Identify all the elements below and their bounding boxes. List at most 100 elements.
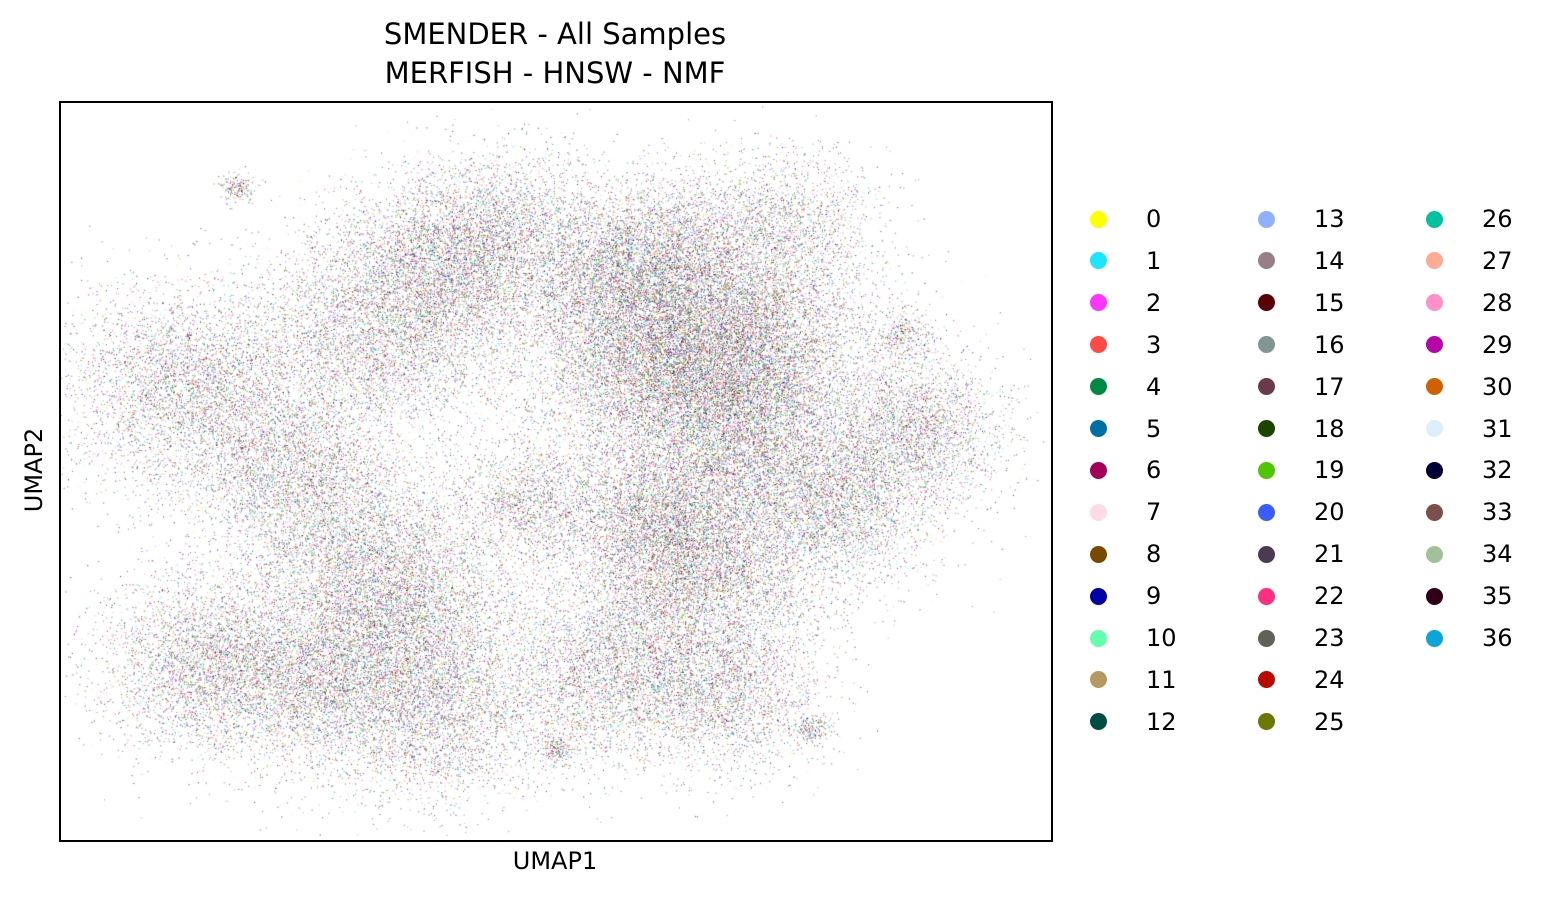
legend-label: 10 [1146, 624, 1177, 652]
legend-marker [1090, 336, 1107, 354]
legend-marker [1426, 210, 1443, 228]
legend-marker [1258, 671, 1275, 689]
legend-marker [1426, 420, 1443, 437]
legend-label: 12 [1146, 707, 1177, 736]
legend-item-33: 33 [1426, 491, 1513, 533]
legend-marker [1426, 294, 1443, 312]
legend-label: 19 [1314, 456, 1345, 485]
legend-marker [1258, 713, 1275, 731]
legend-marker [1426, 252, 1443, 270]
legend-marker [1090, 420, 1107, 437]
legend-marker [1258, 294, 1275, 312]
legend-label: 31 [1482, 414, 1513, 443]
legend-marker [1090, 461, 1107, 479]
legend-label: 35 [1482, 582, 1513, 611]
legend-label: 0 [1146, 205, 1162, 233]
legend-label: 36 [1482, 624, 1513, 652]
legend-label: 29 [1482, 330, 1513, 359]
legend-item-31: 31 [1426, 408, 1513, 450]
legend-label: 1 [1146, 246, 1162, 275]
legend-label: 11 [1146, 665, 1177, 694]
legend-marker [1426, 378, 1443, 396]
legend-label: 34 [1482, 540, 1513, 569]
legend-item-29: 29 [1426, 324, 1513, 366]
legend-marker [1090, 252, 1107, 270]
legend-label: 5 [1146, 414, 1162, 443]
legend-marker [1090, 587, 1107, 605]
legend-item-21: 21 [1258, 533, 1345, 575]
legend-label: 4 [1146, 372, 1162, 401]
chart-title: SMENDER - All Samples [383, 17, 727, 51]
legend-label: 21 [1314, 540, 1345, 569]
legend-item-6: 6 [1090, 449, 1161, 491]
legend-item-19: 19 [1258, 449, 1345, 491]
legend-label: 9 [1146, 582, 1162, 611]
legend-marker [1258, 336, 1275, 354]
plot-area [59, 101, 1053, 842]
legend-label: 23 [1314, 624, 1345, 652]
legend-item-4: 4 [1090, 366, 1161, 408]
legend-marker [1426, 336, 1443, 354]
legend-marker [1426, 503, 1443, 521]
legend-marker [1258, 461, 1275, 479]
legend-marker [1426, 629, 1443, 647]
legend-item-12: 12 [1090, 701, 1177, 743]
legend-label: 22 [1314, 582, 1345, 611]
legend-item-14: 14 [1258, 240, 1345, 282]
legend-label: 13 [1314, 205, 1345, 233]
legend-label: 6 [1146, 456, 1162, 485]
legend-label: 33 [1482, 498, 1513, 527]
legend-label: 32 [1482, 456, 1513, 485]
legend-marker [1258, 629, 1275, 647]
legend-marker [1090, 545, 1107, 563]
legend-item-0: 0 [1090, 198, 1161, 240]
legend-label: 16 [1314, 330, 1345, 359]
legend-marker [1426, 461, 1443, 479]
legend-marker [1258, 503, 1275, 521]
legend-label: 8 [1146, 540, 1162, 569]
legend-item-27: 27 [1426, 240, 1513, 282]
legend-item-18: 18 [1258, 408, 1345, 450]
legend-label: 20 [1314, 498, 1345, 527]
legend-label: 28 [1482, 288, 1513, 317]
legend-label: 14 [1314, 246, 1345, 275]
legend-item-34: 34 [1426, 533, 1513, 575]
legend-label: 17 [1314, 372, 1345, 401]
y-axis-label: UMAP2 [20, 427, 48, 513]
legend-label: 26 [1482, 205, 1513, 233]
legend-label: 27 [1482, 246, 1513, 275]
legend-item-35: 35 [1426, 575, 1513, 617]
legend: 0 1 2 3 4 5 6 7 8 9 10 11 12 13 14 15 16 17 18 19 20 21 22 23 24… [1090, 198, 1540, 758]
legend-item-7: 7 [1090, 491, 1161, 533]
legend-marker [1090, 294, 1107, 312]
legend-item-13: 13 [1258, 198, 1345, 240]
legend-item-23: 23 [1258, 617, 1345, 659]
legend-marker [1426, 587, 1443, 605]
legend-item-26: 26 [1426, 198, 1513, 240]
legend-marker [1258, 587, 1275, 605]
legend-item-11: 11 [1090, 659, 1177, 701]
legend-marker [1090, 713, 1107, 731]
legend-item-5: 5 [1090, 408, 1161, 450]
legend-item-25: 25 [1258, 701, 1345, 743]
legend-marker [1258, 252, 1275, 270]
legend-item-22: 22 [1258, 575, 1345, 617]
legend-marker [1258, 378, 1275, 396]
legend-item-15: 15 [1258, 282, 1345, 324]
legend-item-2: 2 [1090, 282, 1161, 324]
legend-marker [1090, 378, 1107, 396]
legend-item-10: 10 [1090, 617, 1177, 659]
legend-label: 2 [1146, 288, 1162, 317]
legend-item-8: 8 [1090, 533, 1161, 575]
legend-label: 25 [1314, 707, 1345, 736]
legend-item-3: 3 [1090, 324, 1161, 366]
x-axis-label: UMAP1 [512, 847, 598, 875]
legend-label: 24 [1314, 665, 1345, 694]
legend-marker [1090, 629, 1107, 647]
legend-label: 15 [1314, 288, 1345, 317]
legend-label: 7 [1146, 498, 1162, 527]
legend-marker [1090, 671, 1107, 689]
scatter-points [61, 103, 1051, 840]
legend-label: 3 [1146, 330, 1162, 359]
